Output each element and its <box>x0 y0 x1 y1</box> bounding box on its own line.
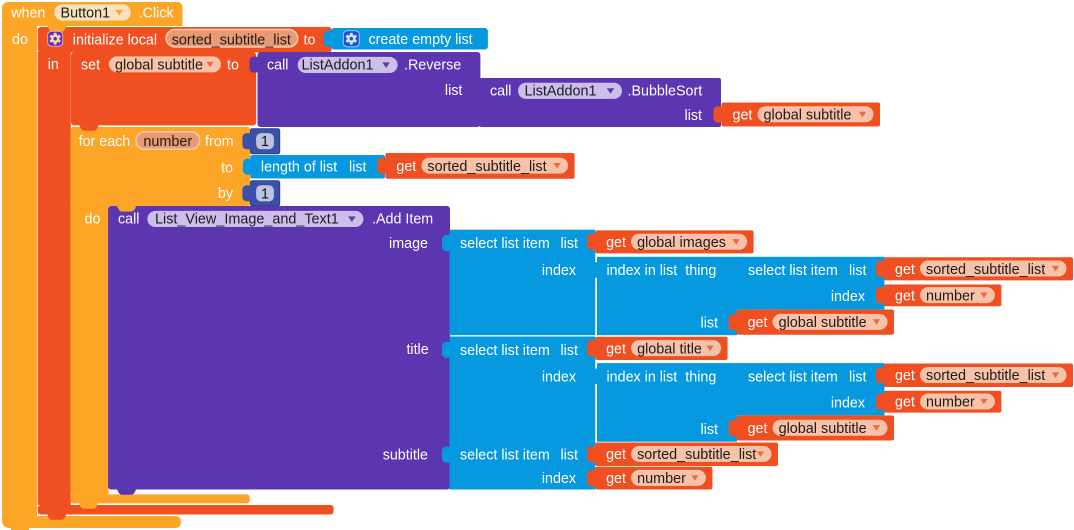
svg-text:1: 1 <box>261 186 269 202</box>
svg-text:ListAddon1: ListAddon1 <box>525 83 597 99</box>
svg-text:title: title <box>406 342 428 358</box>
svg-text:index: index <box>831 289 865 305</box>
svg-text:call: call <box>118 212 139 228</box>
svg-text:when: when <box>10 6 45 22</box>
svg-text:list: list <box>849 369 867 385</box>
svg-text:sorted_subtitle_list: sorted_subtitle_list <box>926 262 1045 278</box>
svg-text:select list item: select list item <box>748 369 838 385</box>
svg-text:index in list: index in list <box>607 263 678 279</box>
svg-text:get: get <box>895 368 915 384</box>
svg-text:do: do <box>85 212 101 228</box>
svg-text:get: get <box>748 315 768 331</box>
svg-text:.Add Item: .Add Item <box>372 212 433 228</box>
svg-text:global subtitle: global subtitle <box>115 58 203 74</box>
svg-text:global subtitle: global subtitle <box>764 108 852 124</box>
svg-text:index: index <box>831 396 865 412</box>
svg-text:create empty list: create empty list <box>369 32 473 48</box>
svg-text:list: list <box>561 236 579 252</box>
svg-text:.BubbleSort: .BubbleSort <box>628 83 703 99</box>
svg-text:index: index <box>542 263 576 279</box>
svg-text:global images: global images <box>637 235 726 251</box>
svg-text:get: get <box>606 235 626 251</box>
svg-text:from: from <box>205 134 234 150</box>
svg-text:list: list <box>561 343 579 359</box>
svg-text:select list item: select list item <box>748 263 838 279</box>
svg-text:list: list <box>349 160 367 176</box>
svg-text:global subtitle: global subtitle <box>779 421 867 437</box>
svg-text:index in list: index in list <box>607 369 678 385</box>
svg-text:global title: global title <box>637 341 702 357</box>
svg-text:global subtitle: global subtitle <box>779 315 867 331</box>
svg-text:.Click: .Click <box>139 6 175 22</box>
svg-text:length of list: length of list <box>261 160 337 176</box>
svg-text:get: get <box>396 159 416 175</box>
svg-text:index: index <box>542 471 576 487</box>
svg-text:number: number <box>926 288 975 304</box>
svg-text:call: call <box>490 83 511 99</box>
svg-text:get: get <box>895 395 915 411</box>
svg-text:get: get <box>733 108 753 124</box>
svg-text:for each: for each <box>79 134 131 150</box>
svg-text:image: image <box>389 236 428 252</box>
svg-text:to: to <box>227 58 239 74</box>
svg-text:sorted_subtitle_list: sorted_subtitle_list <box>427 159 546 175</box>
svg-text:list: list <box>849 263 867 279</box>
svg-text:by: by <box>218 186 234 202</box>
svg-text:select list item: select list item <box>460 448 550 464</box>
svg-text:sorted_subtitle_list: sorted_subtitle_list <box>637 447 756 463</box>
svg-text:number: number <box>637 471 686 487</box>
svg-text:do: do <box>12 32 28 48</box>
svg-text:number: number <box>143 134 192 150</box>
svg-text:sorted_subtitle_list: sorted_subtitle_list <box>926 368 1045 384</box>
svg-text:initialize local: initialize local <box>73 33 157 49</box>
svg-text:select list item: select list item <box>460 236 550 252</box>
svg-text:set: set <box>81 58 100 74</box>
svg-text:get: get <box>895 288 915 304</box>
svg-text:1: 1 <box>261 134 269 150</box>
svg-text:ListAddon1: ListAddon1 <box>302 58 374 74</box>
svg-text:Button1: Button1 <box>61 6 111 22</box>
svg-text:get: get <box>606 447 626 463</box>
svg-text:list: list <box>685 108 703 124</box>
svg-text:.Reverse: .Reverse <box>404 58 461 74</box>
svg-text:thing: thing <box>685 369 716 385</box>
svg-text:to: to <box>221 161 233 177</box>
svg-text:in: in <box>48 57 59 73</box>
svg-text:select list item: select list item <box>460 343 550 359</box>
svg-text:number: number <box>926 395 975 411</box>
svg-text:get: get <box>895 262 915 278</box>
svg-text:index: index <box>542 369 576 385</box>
svg-text:list: list <box>701 422 719 438</box>
svg-text:list: list <box>561 448 579 464</box>
svg-text:list: list <box>445 83 463 99</box>
svg-text:sorted_subtitle_list: sorted_subtitle_list <box>172 33 291 49</box>
svg-text:to: to <box>304 33 316 49</box>
svg-text:get: get <box>606 471 626 487</box>
svg-text:thing: thing <box>685 263 716 279</box>
svg-text:get: get <box>748 421 768 437</box>
svg-text:call: call <box>267 58 288 74</box>
svg-text:get: get <box>606 341 626 357</box>
svg-text:list: list <box>701 316 719 332</box>
svg-text:List_View_Image_and_Text1: List_View_Image_and_Text1 <box>155 212 339 228</box>
svg-text:subtitle: subtitle <box>383 447 428 463</box>
